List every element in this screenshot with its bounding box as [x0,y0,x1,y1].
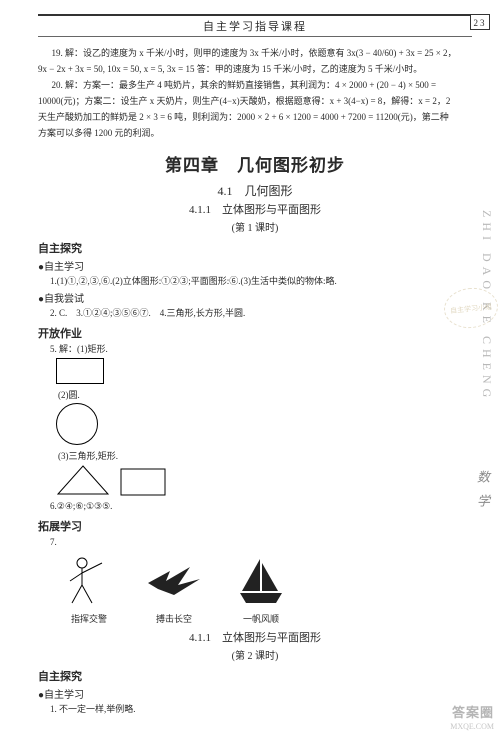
problem-19-line1: 19. 解：设乙的速度为 x 千米/小时，则甲的速度为 3x 千米/小时，依题意… [38,47,472,61]
answer-5: 5. 解：(1)矩形. [50,343,472,357]
lesson-1: (第 1 课时) [38,219,472,234]
shape-rectangle [56,358,104,384]
page-header: 自主学习指导课程 23 [38,14,472,37]
watermark-sub: MXQE.COM [450,722,494,731]
header-title: 自主学习指导课程 [203,21,307,33]
heading-ziwo-changshi: ●自我尝试 [38,290,472,305]
heading-zizhu-xuexi-2: ●自主学习 [38,686,472,701]
heading-tuozhan-xuexi: 拓展学习 [38,518,472,534]
shape-rect-small [120,468,166,496]
shape-triangle-rect-row [56,464,472,496]
heading-zizhu-xuexi: ●自主学习 [38,258,472,273]
answer-1: 1.(1)①,②,③,⑥.(2)立体图形:①②③;平面图形:⑥.(3)生活中类似… [50,275,472,289]
answer-6: 6.②④;⑥;①③⑤. [50,500,472,514]
figure-caption-2: 搏击长空 [144,612,204,625]
problem-20-line4: 方案可以多得 1200 元的利润。 [38,127,472,141]
heading-zizhu-tanjiu: 自主探究 [38,240,472,256]
watermark-main: 答案圈 [452,702,494,721]
answer-5-2: (2)圆. [58,388,472,401]
answer-b1: 1. 不一定一样,举例略. [50,703,472,717]
problem-19-line2: 9x − 2x + 3x = 50, 10x = 50, x = 5, 3x =… [38,63,472,77]
answer-5-3: (3)三角形,矩形. [58,449,472,462]
side-subject: 数 学 [473,470,492,511]
figure-caption-3: 一帆风顺 [238,612,284,625]
subsection-title-2: 4.1.1 立体图形与平面图形 [38,629,472,645]
answer-2: 2. C. 3.①②④;③⑤⑥⑦. 4.三角形,长方形,半圆. [50,307,472,321]
problem-20-line1: 20. 解：方案一：最多生产 4 吨奶片，其余的鲜奶直接销售，其利润为：4 × … [38,79,472,93]
figure-sailboat [238,557,284,605]
page-number: 23 [470,14,490,30]
section-title: 4.1 几何图形 [38,182,472,199]
subsection-title: 4.1.1 立体图形与平面图形 [38,201,472,217]
chapter-title: 第四章 几何图形初步 [38,151,472,176]
figure-traffic-police [68,555,110,605]
answer-7: 7. [50,536,472,550]
shape-circle [56,403,98,445]
figure-caption-1: 指挥交警 [68,612,110,625]
heading-kaifang-zuoye: 开放作业 [38,325,472,341]
problem-20-line2: 10000(元)；方案二：设生产 x 天奶片，则生产(4−x)天酸奶，根据题意得… [38,95,472,109]
problem-20-line3: 天生产酸奶加工的鲜奶是 2 × 3 = 6 吨，则利润为：2000 × 2 + … [38,111,472,125]
heading-zizhu-tanjiu-2: 自主探究 [38,668,472,684]
figure-row: 指挥交警 搏击长空 一帆风顺 [68,555,472,625]
shape-triangle [56,464,110,496]
lesson-2: (第 2 课时) [38,647,472,662]
figure-bird [144,565,204,605]
